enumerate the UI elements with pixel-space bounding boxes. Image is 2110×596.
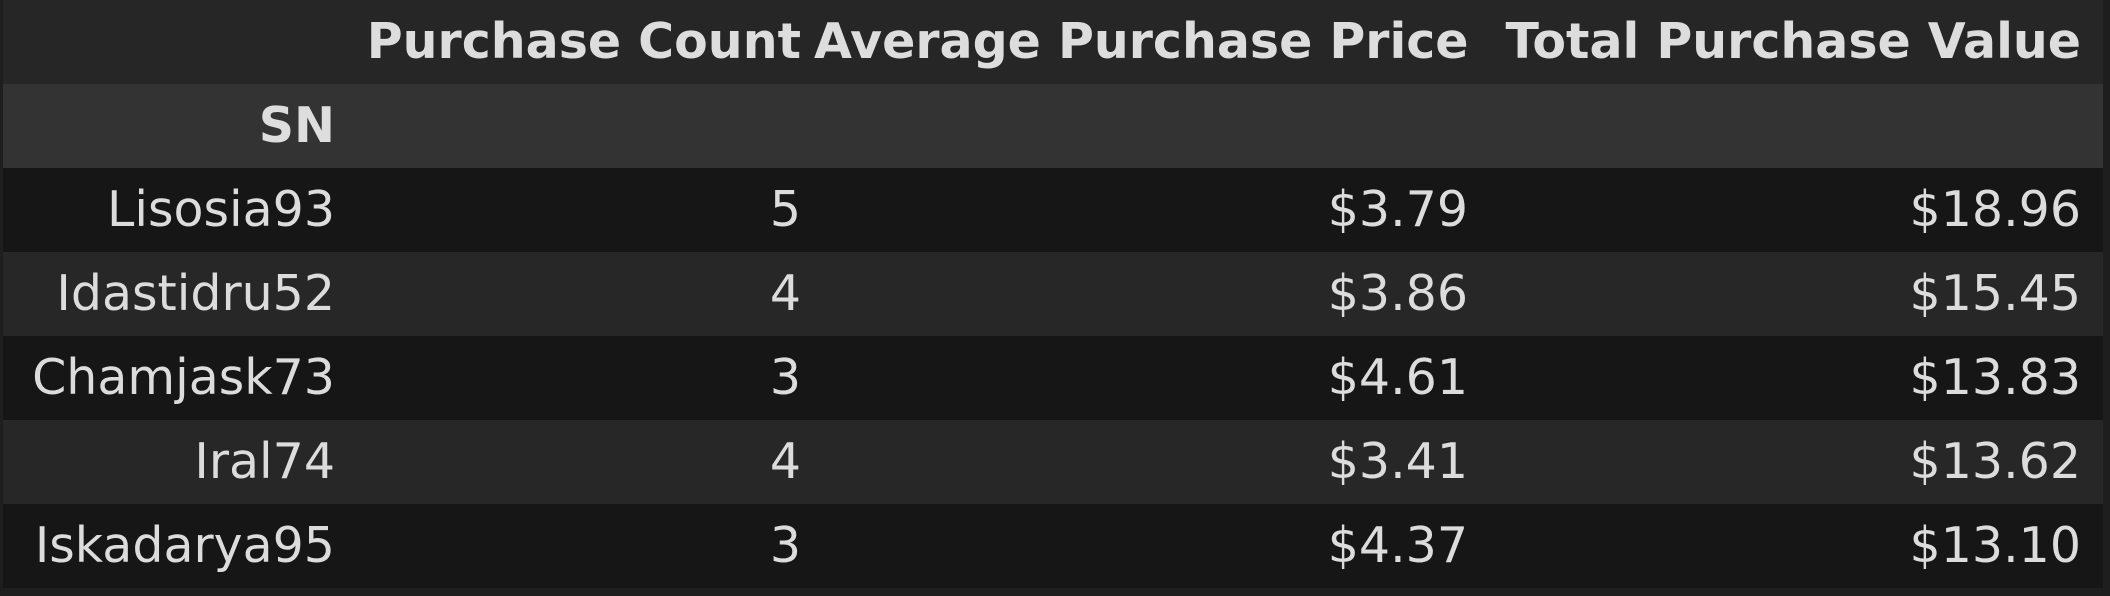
table-row: Iral74 4 $3.41 $13.62 <box>3 420 2103 504</box>
index-name-empty-cell <box>1490 84 2103 168</box>
index-name-empty-cell <box>344 84 814 168</box>
row-total-purchase-value: $18.96 <box>1490 168 2103 252</box>
table-row: Idastidru52 4 $3.86 $15.45 <box>3 252 2103 336</box>
row-purchase-count: 3 <box>344 336 814 420</box>
index-name-row: SN <box>3 84 2103 168</box>
table-row: Iskadarya95 3 $4.37 $13.10 <box>3 504 2103 588</box>
index-name-empty-cell <box>814 84 1490 168</box>
table-row: Lisosia93 5 $3.79 $18.96 <box>3 168 2103 252</box>
row-purchase-count: 4 <box>344 420 814 504</box>
row-average-purchase-price: $3.79 <box>814 168 1490 252</box>
row-total-purchase-value: $13.83 <box>1490 336 2103 420</box>
index-name-label: SN <box>3 84 344 168</box>
row-purchase-count: 5 <box>344 168 814 252</box>
row-average-purchase-price: $4.37 <box>814 504 1490 588</box>
column-header-average-purchase-price: Average Purchase Price <box>814 0 1490 84</box>
row-sn: Iskadarya95 <box>3 504 344 588</box>
column-header-purchase-count: Purchase Count <box>344 0 814 84</box>
row-purchase-count: 4 <box>344 252 814 336</box>
row-total-purchase-value: $15.45 <box>1490 252 2103 336</box>
row-sn: Chamjask73 <box>3 336 344 420</box>
column-header-row: Purchase Count Average Purchase Price To… <box>3 0 2103 84</box>
row-sn: Idastidru52 <box>3 252 344 336</box>
row-total-purchase-value: $13.62 <box>1490 420 2103 504</box>
row-sn: Iral74 <box>3 420 344 504</box>
row-average-purchase-price: $4.61 <box>814 336 1490 420</box>
row-average-purchase-price: $3.41 <box>814 420 1490 504</box>
column-header-total-purchase-value: Total Purchase Value <box>1490 0 2103 84</box>
row-purchase-count: 3 <box>344 504 814 588</box>
blank-corner-cell <box>3 0 344 84</box>
table-row: Chamjask73 3 $4.61 $13.83 <box>3 336 2103 420</box>
row-total-purchase-value: $13.10 <box>1490 504 2103 588</box>
top-spenders-table: Purchase Count Average Purchase Price To… <box>3 0 2103 588</box>
row-sn: Lisosia93 <box>3 168 344 252</box>
row-average-purchase-price: $3.86 <box>814 252 1490 336</box>
